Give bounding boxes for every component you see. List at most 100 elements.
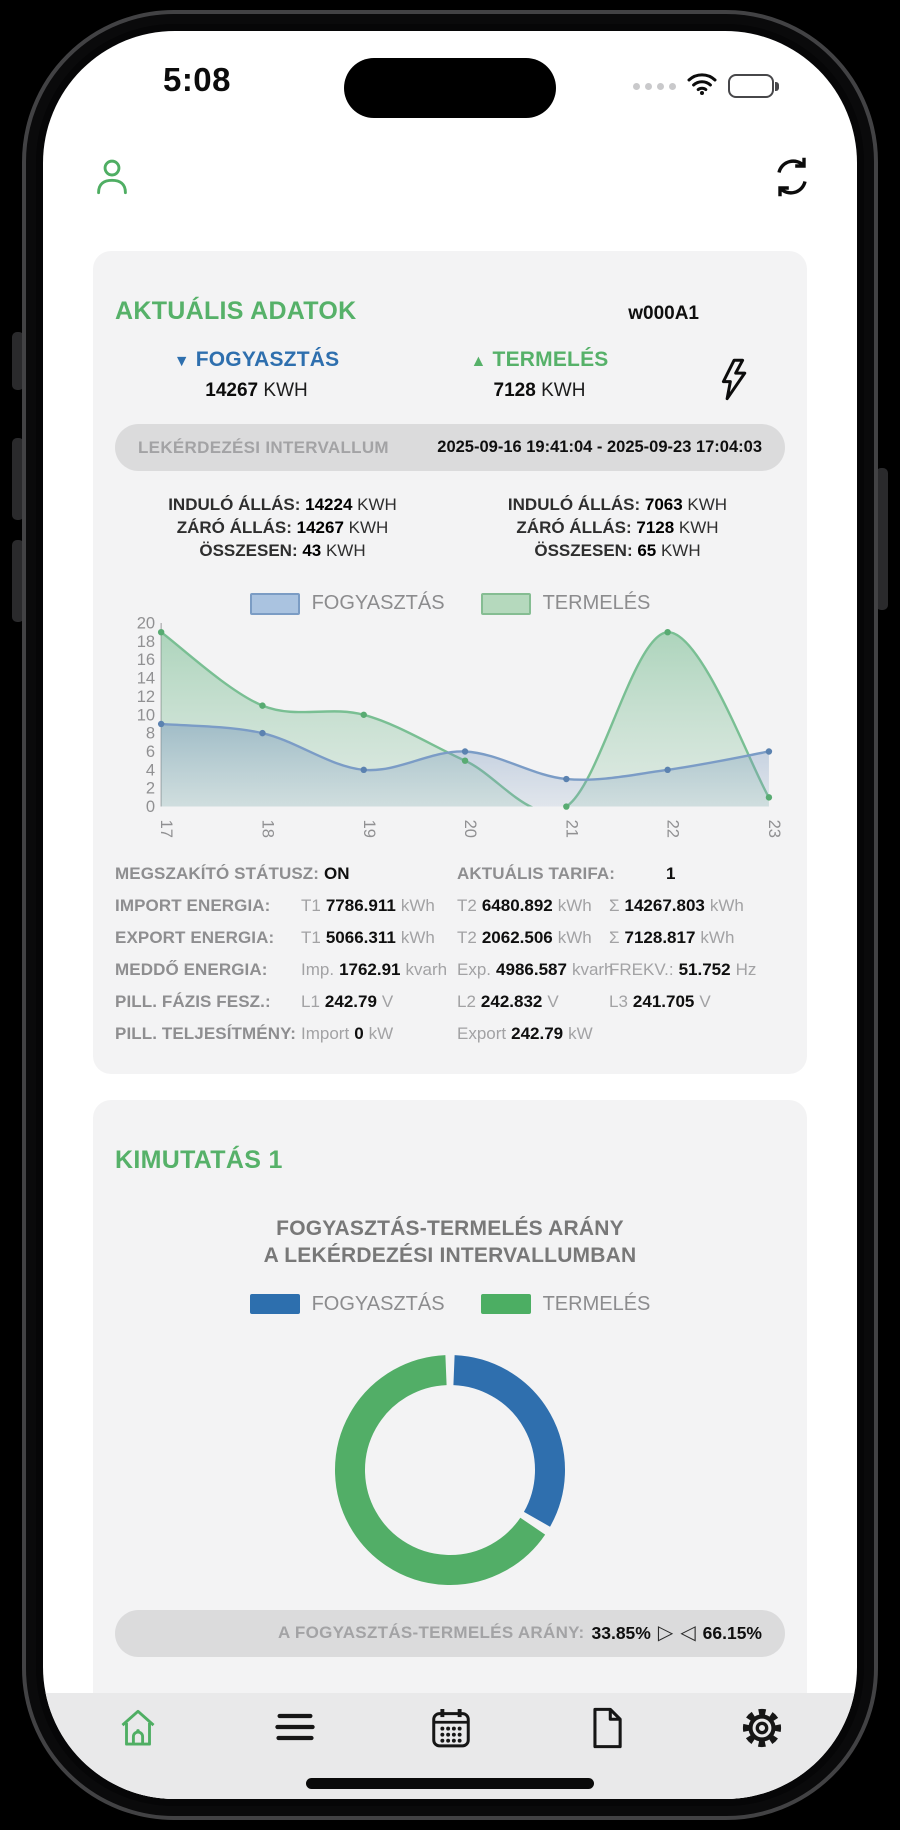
- meter-unit: KWH: [321, 541, 366, 560]
- production-value: 7128: [493, 380, 536, 401]
- nav-home-button[interactable]: [115, 1705, 161, 1754]
- svg-text:20: 20: [137, 617, 155, 633]
- app-header: [43, 149, 857, 207]
- profile-button[interactable]: [93, 156, 131, 201]
- meter-unit: KWH: [656, 541, 701, 560]
- nav-documents-button[interactable]: [586, 1705, 628, 1754]
- legend-item-0[interactable]: FOGYASZTÁS: [249, 1292, 445, 1316]
- table-cell: T2 6480.892 kWh: [457, 896, 609, 916]
- table-cell: L1 242.79 V: [301, 992, 457, 1012]
- table-cell: PILL. TELJESÍTMÉNY:: [115, 1024, 301, 1044]
- table-value: kW: [568, 1023, 593, 1043]
- table-value: Σ: [609, 927, 620, 947]
- meter-readings: INDULÓ ÁLLÁS: 14224 KWH ZÁRÓ ÁLLÁS: 14267…: [115, 493, 785, 562]
- power-button[interactable]: [876, 468, 888, 610]
- table-row: PILL. FÁZIS FESZ.: L1 242.79 V L2 242.832 V L3 2…: [115, 986, 785, 1018]
- table-value: kWh: [400, 895, 435, 915]
- meter-value: 14267: [296, 518, 344, 537]
- legend-item-0[interactable]: FOGYASZTÁS: [249, 592, 445, 615]
- refresh-icon: [770, 155, 814, 202]
- table-value: ON: [324, 863, 350, 883]
- meter-value: 14224: [305, 495, 353, 514]
- mute-switch[interactable]: [12, 332, 24, 390]
- svg-text:18: 18: [258, 820, 277, 838]
- scroll-content[interactable]: AKTUÁLIS ADATOK w000A1 ▼ FOGYASZTÁS 14267…: [43, 207, 857, 1799]
- meter-unit: KWH: [343, 518, 389, 537]
- table-value: FREKV.:: [609, 959, 674, 979]
- table-cell: AKTUÁLIS TARIFA: 1: [457, 864, 785, 884]
- ratio-label: A FOGYASZTÁS-TERMELÉS ARÁNY:: [277, 1623, 585, 1643]
- table-value: 4986.587: [496, 959, 567, 979]
- table-cell: L2 242.832 V: [457, 992, 609, 1012]
- table-value: kWh: [557, 927, 592, 947]
- table-cell: T1 5066.311 kWh: [301, 928, 457, 948]
- donut-segment-FOGYASZTÁS[interactable]: [452, 1354, 565, 1527]
- legend-item-1[interactable]: TERMELÉS: [480, 592, 651, 615]
- meter-line: ZÁRÓ ÁLLÁS: 14267 KWH: [115, 516, 450, 539]
- legend-item-1[interactable]: TERMELÉS: [480, 1292, 651, 1316]
- table-value: IMPORT ENERGIA:: [115, 895, 271, 915]
- svg-text:19: 19: [360, 820, 379, 838]
- svg-text:23: 23: [765, 820, 784, 838]
- nav-menu-button[interactable]: [273, 1705, 317, 1752]
- donut-chart: [335, 1354, 565, 1585]
- meter-label: INDULÓ ÁLLÁS:: [507, 495, 645, 514]
- consumption-unit: KWH: [263, 380, 308, 401]
- table-value: V: [699, 991, 711, 1011]
- volume-down-button[interactable]: [12, 540, 24, 622]
- production-label: TERMELÉS: [492, 348, 609, 371]
- legend-label: FOGYASZTÁS: [311, 1292, 445, 1315]
- table-value: PILL. TELJESÍTMÉNY:: [115, 1023, 297, 1043]
- table-row: MEGSZAKÍTÓ STÁTUSZ: ON AKTUÁLIS TARIFA: 1: [115, 858, 785, 890]
- meter-value: 7063: [644, 495, 683, 514]
- lightning-icon: [717, 358, 749, 406]
- svg-text:22: 22: [664, 820, 683, 838]
- nav-settings-button[interactable]: [739, 1705, 785, 1754]
- production-stat: ▲ TERMELÉS 7128 KWH: [398, 348, 681, 402]
- meter-label: INDULÓ ÁLLÁS:: [168, 495, 306, 514]
- table-value: Exp.: [457, 959, 492, 979]
- screen: 5:08: [43, 31, 857, 1799]
- table-value: 242.79: [511, 1023, 564, 1043]
- svg-text:17: 17: [157, 820, 176, 838]
- table-cell: Import 0 kW: [301, 1024, 457, 1044]
- legend-swatch: [249, 592, 300, 615]
- table-value: Imp.: [301, 959, 335, 979]
- chart-legend: FOGYASZTÁS TERMELÉS: [115, 592, 785, 615]
- table-value: 7128.817: [624, 927, 696, 947]
- table-value: kWh: [400, 927, 435, 947]
- meter-unit: KWH: [682, 495, 728, 514]
- table-value: Export: [457, 1023, 507, 1043]
- nav-calendar-button[interactable]: [428, 1705, 474, 1754]
- table-value: 51.752: [678, 959, 731, 979]
- table-cell: Exp. 4986.587 kvarh: [457, 959, 614, 980]
- svg-text:10: 10: [137, 705, 155, 724]
- table-value: Σ: [609, 895, 620, 915]
- meter-line: ZÁRÓ ÁLLÁS: 7128 KWH: [450, 516, 785, 539]
- ratio-production-value: 66.15%: [702, 1622, 762, 1643]
- interval-pill: LEKÉRDEZÉSI INTERVALLUM 2025-09-16 19:41…: [115, 424, 785, 471]
- refresh-button[interactable]: [770, 155, 814, 202]
- table-cell: PILL. FÁZIS FESZ.:: [115, 992, 301, 1012]
- svg-text:6: 6: [146, 742, 155, 761]
- home-indicator[interactable]: [306, 1778, 594, 1789]
- home-icon: [115, 1705, 161, 1754]
- volume-up-button[interactable]: [12, 438, 24, 520]
- donut-segment-TERMELÉS[interactable]: [335, 1354, 546, 1585]
- card-title: AKTUÁLIS ADATOK: [115, 297, 357, 325]
- right-triangle-icon: ▷: [657, 1622, 674, 1645]
- table-row: PILL. TELJESÍTMÉNY: Import 0 kW Export 242.79…: [115, 1018, 785, 1050]
- menu-icon: [273, 1705, 317, 1752]
- table-cell: FREKV.: 51.752 Hz: [609, 960, 785, 980]
- table-value: kWh: [557, 895, 592, 915]
- consumption-stat: ▼ FOGYASZTÁS 14267 KWH: [115, 348, 398, 402]
- svg-text:8: 8: [146, 724, 155, 743]
- legend-label: FOGYASZTÁS: [311, 592, 445, 614]
- legend-label: TERMELÉS: [542, 592, 651, 614]
- consumption-label: FOGYASZTÁS: [195, 348, 340, 371]
- legend-label: TERMELÉS: [542, 1292, 651, 1315]
- ratio-pill: A FOGYASZTÁS-TERMELÉS ARÁNY: 33.85% ▷ ◁ …: [115, 1609, 785, 1657]
- calendar-icon: [428, 1705, 474, 1754]
